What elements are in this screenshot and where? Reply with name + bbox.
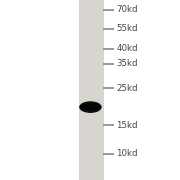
Text: 40kd: 40kd	[116, 44, 138, 53]
Ellipse shape	[80, 103, 101, 111]
Text: 10kd: 10kd	[116, 149, 138, 158]
Text: 15kd: 15kd	[116, 121, 138, 130]
Text: 70kd: 70kd	[116, 5, 138, 14]
Text: 55kd: 55kd	[116, 24, 138, 33]
Text: 25kd: 25kd	[116, 84, 138, 93]
Text: 35kd: 35kd	[116, 59, 138, 68]
Ellipse shape	[79, 101, 102, 113]
Bar	[79, 0, 104, 180]
